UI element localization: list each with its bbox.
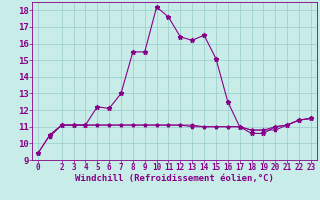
X-axis label: Windchill (Refroidissement éolien,°C): Windchill (Refroidissement éolien,°C) [75, 174, 274, 183]
